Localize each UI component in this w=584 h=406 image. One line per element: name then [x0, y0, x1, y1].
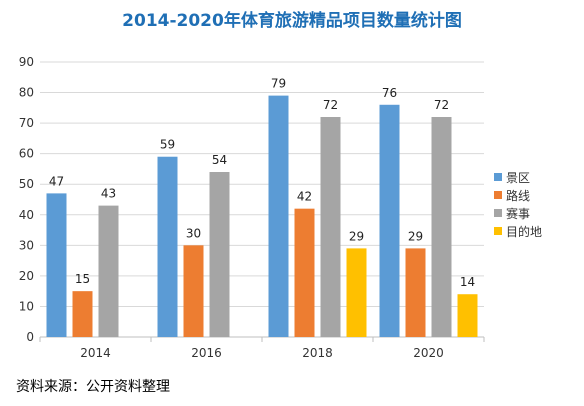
- x-tick-label: 2018: [302, 346, 333, 360]
- legend-label: 路线: [506, 188, 531, 203]
- bar-景区: [268, 95, 289, 337]
- y-tick-label: 70: [19, 116, 34, 130]
- data-label: 76: [382, 86, 397, 100]
- chart-title: 2014-2020年体育旅游精品项目数量统计图: [122, 11, 462, 31]
- y-tick-label: 0: [26, 330, 34, 344]
- source-note: 资料来源：公开资料整理: [16, 379, 170, 395]
- data-label: 47: [49, 174, 64, 188]
- legend-item: 目的地: [494, 222, 542, 240]
- bar-路线: [294, 208, 315, 337]
- axes: 0 10 20 30 40 50 60 70 80 90 2014 2016 2018 2020: [19, 55, 485, 360]
- legend-label: 目的地: [506, 224, 543, 239]
- x-tick-label: 2014: [80, 346, 111, 360]
- bar-赛事: [431, 117, 452, 337]
- legend-swatch: [494, 209, 502, 217]
- data-labels: 47 15 43 59 30 54 79 42 72 29 76 29 72 14: [49, 77, 475, 290]
- bar-景区: [157, 156, 178, 337]
- data-label: 54: [212, 153, 227, 167]
- y-tick-label: 40: [19, 208, 34, 222]
- y-tick-label: 80: [19, 86, 34, 100]
- data-label: 15: [75, 272, 90, 286]
- data-label: 79: [271, 77, 286, 91]
- data-label: 43: [101, 187, 116, 201]
- data-label: 59: [160, 138, 175, 152]
- y-tick-label: 90: [19, 55, 34, 69]
- y-tick-label: 50: [19, 177, 34, 191]
- x-tick-label: 2020: [413, 346, 444, 360]
- y-tick-label: 60: [19, 147, 34, 161]
- legend-label: 景区: [506, 170, 531, 185]
- legend-label: 赛事: [506, 206, 531, 221]
- legend-swatch: [494, 227, 502, 235]
- y-tick-label: 20: [19, 269, 34, 283]
- bar-路线: [183, 245, 204, 337]
- bar-景区: [379, 104, 400, 338]
- bar-赛事: [209, 172, 230, 337]
- data-label: 14: [460, 275, 475, 289]
- bar-目的地: [457, 294, 478, 337]
- y-tick-label: 10: [19, 299, 34, 313]
- legend-item: 路线: [494, 186, 542, 204]
- bar-赛事: [98, 205, 119, 337]
- bar-路线: [72, 291, 93, 337]
- bar-目的地: [346, 248, 367, 337]
- bars: [46, 95, 478, 338]
- data-label: 29: [349, 229, 364, 243]
- data-label: 29: [408, 229, 423, 243]
- x-tick-label: 2016: [191, 346, 222, 360]
- legend-item: 景区: [494, 168, 542, 186]
- data-label: 42: [297, 190, 312, 204]
- y-tick-label: 30: [19, 238, 34, 252]
- legend-swatch: [494, 191, 502, 199]
- data-label: 72: [434, 98, 449, 112]
- bar-赛事: [320, 117, 341, 337]
- data-label: 30: [186, 226, 201, 240]
- data-label: 72: [323, 98, 338, 112]
- legend-swatch: [494, 173, 502, 181]
- legend: 景区 路线 赛事 目的地: [494, 168, 542, 240]
- bar-路线: [405, 248, 426, 337]
- bar-景区: [46, 193, 67, 337]
- legend-item: 赛事: [494, 204, 542, 222]
